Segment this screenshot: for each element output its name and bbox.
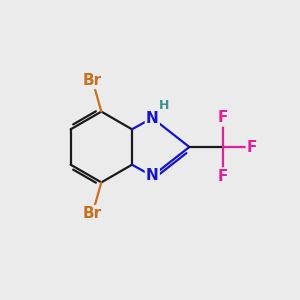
- Text: Br: Br: [83, 73, 102, 88]
- Text: H: H: [159, 99, 169, 112]
- Text: F: F: [218, 169, 228, 184]
- Text: F: F: [218, 110, 228, 125]
- Text: N: N: [146, 169, 159, 184]
- Text: Br: Br: [83, 206, 102, 221]
- Text: F: F: [247, 140, 257, 154]
- Text: N: N: [146, 110, 159, 125]
